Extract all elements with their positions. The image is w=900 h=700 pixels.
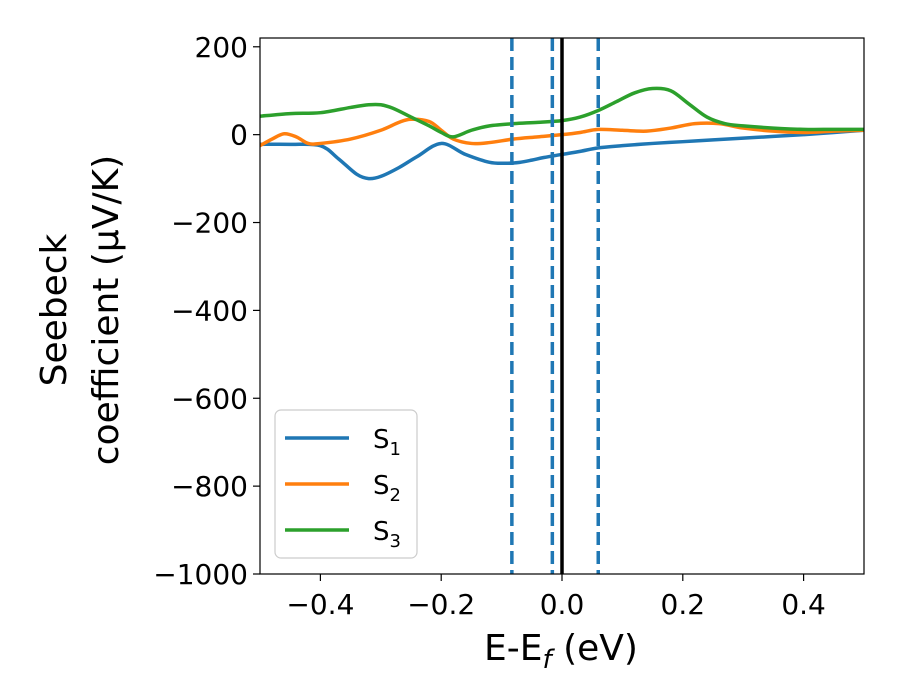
legend-label-s3: S3 — [373, 517, 401, 552]
axes: −0.4 −0.2 0.0 0.2 0.4 200 0 −200 −400 −600 −800 −10… — [153, 31, 865, 621]
y-axis-title-line1: Seebeck — [34, 233, 75, 386]
series-line-s1 — [260, 128, 864, 181]
x-tick-label: 0.4 — [781, 588, 826, 621]
x-tick-label: 0.0 — [540, 588, 585, 621]
y-axis-title-line2: coefficient (μV/K) — [86, 155, 127, 465]
y-tick-label: −600 — [171, 382, 248, 415]
y-tick-label: −200 — [171, 207, 248, 240]
series-line-s3 — [260, 86, 864, 139]
x-tick-label: −0.2 — [407, 588, 475, 621]
legend: S1 S2 S3 — [274, 409, 418, 559]
y-axis-title: Seebeck coefficient (μV/K) — [34, 155, 127, 465]
x-tick-label: 0.2 — [661, 588, 706, 621]
y-tick-label: 200 — [195, 31, 248, 64]
y-tick-label: −800 — [171, 470, 248, 503]
legend-label-s2: S2 — [373, 471, 401, 506]
y-tick-label: 0 — [230, 119, 248, 152]
x-axis-title: E-Ef (eV) — [484, 628, 638, 675]
y-tick-label: −1000 — [153, 558, 248, 591]
y-tick-label: −400 — [171, 294, 248, 327]
x-tick-label: −0.4 — [286, 588, 354, 621]
plot-area — [260, 38, 864, 574]
legend-label-s1: S1 — [373, 425, 401, 460]
